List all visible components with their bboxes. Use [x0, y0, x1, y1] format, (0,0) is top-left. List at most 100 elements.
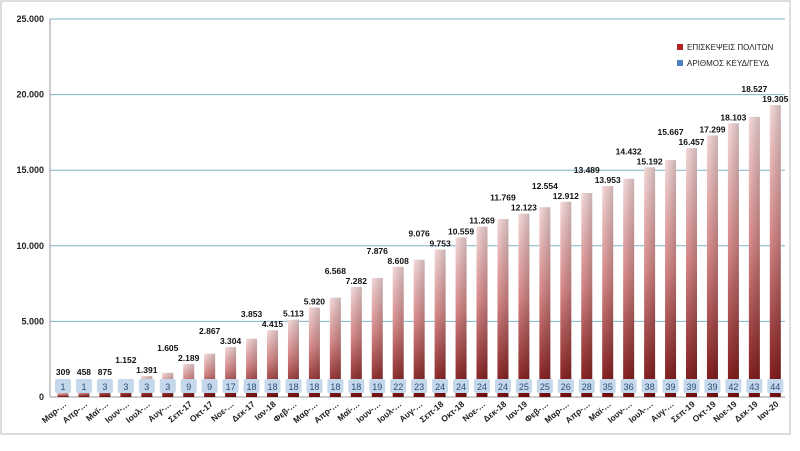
bar-shade [225, 347, 237, 397]
y-tick-label: 0 [39, 392, 44, 402]
bar-count-label-box [599, 379, 616, 393]
data-label-visits: 16.457 [679, 137, 705, 147]
data-label-count: 43 [749, 382, 759, 392]
bar-count-label-box [285, 379, 302, 393]
data-label-visits: 875 [98, 367, 112, 377]
bar-count-label-box [138, 379, 155, 393]
bar-shade [455, 237, 467, 397]
y-tick-label: 15.000 [16, 165, 44, 175]
bar-shade [539, 207, 551, 397]
y-tick-label: 20.000 [16, 90, 44, 100]
bar-shade [57, 392, 69, 397]
bar-shade [581, 193, 593, 397]
bar-count-label-box [348, 379, 365, 393]
data-label-visits: 5.920 [304, 296, 326, 306]
data-label-visits: 15.667 [658, 127, 684, 137]
data-label-visits: 1.391 [136, 365, 158, 375]
data-label-visits: 309 [56, 367, 70, 377]
bar-count-label-box [117, 379, 134, 393]
bar-shade [686, 148, 697, 397]
data-label-count: 25 [519, 382, 529, 392]
data-label-count: 18 [330, 382, 340, 392]
data-label-visits: 7.876 [367, 246, 389, 256]
bar-count-label-box [390, 379, 407, 393]
bar-shade [204, 353, 216, 397]
data-label-count: 9 [207, 382, 212, 392]
data-label-count: 3 [102, 382, 107, 392]
bar-shade [623, 178, 635, 397]
data-label-visits: 9.753 [429, 239, 451, 249]
bar-shade [644, 167, 656, 397]
data-label-count: 39 [707, 382, 717, 392]
bar-count-label-box [662, 379, 679, 393]
bar-shade [78, 390, 90, 397]
bar-count-label-box [432, 379, 449, 393]
bar-count-label-box [201, 379, 218, 393]
bar-shade [434, 249, 446, 397]
bar-count-label-box [683, 379, 700, 393]
bar-shade [748, 116, 760, 397]
bar-count-label-box [704, 379, 721, 393]
data-label-visits: 18.527 [741, 84, 767, 94]
data-label-count: 3 [123, 382, 128, 392]
data-label-count: 28 [582, 382, 592, 392]
bar-shade [497, 219, 509, 397]
bar-shade [518, 213, 530, 397]
data-label-count: 39 [666, 382, 676, 392]
bar-count-label-box [96, 379, 113, 393]
data-label-count: 26 [561, 382, 571, 392]
bar-shade [476, 226, 488, 397]
bar-count-label-box [515, 379, 532, 393]
bar-shade [665, 160, 677, 397]
data-label-visits: 2.189 [178, 353, 200, 363]
data-label-count: 18 [351, 382, 361, 392]
bar-count-label-box [641, 379, 658, 393]
bar-count-label-box [767, 379, 784, 393]
legend-swatch-visits [677, 44, 683, 50]
bar-shade [769, 105, 781, 397]
bar-count-label-box [620, 379, 637, 393]
legend-label-visits: ΕΠΙΣΚΕΨΕΙΣ ΠΟΛΙΤΩΝ [687, 43, 774, 52]
bar-count-label-box [411, 379, 428, 393]
data-label-visits: 10.559 [448, 226, 474, 236]
bar-count-label-box [306, 379, 323, 393]
data-label-visits: 12.554 [532, 181, 558, 191]
data-label-visits: 1.152 [115, 355, 137, 365]
data-label-count: 22 [393, 382, 403, 392]
data-label-count: 23 [414, 382, 424, 392]
data-label-count: 35 [603, 382, 613, 392]
data-label-count: 3 [165, 382, 170, 392]
bar-count-label-box [725, 379, 742, 393]
data-label-count: 18 [288, 382, 298, 392]
data-label-visits: 7.282 [346, 276, 368, 286]
bar-shade [287, 319, 299, 397]
bar-count-label-box [159, 379, 176, 393]
bar-count-label-box [75, 379, 92, 393]
data-label-count: 18 [267, 382, 277, 392]
data-label-count: 25 [540, 382, 550, 392]
data-label-count: 36 [624, 382, 634, 392]
bar-shade [413, 259, 425, 397]
data-label-count: 9 [186, 382, 191, 392]
data-label-count: 1 [60, 382, 65, 392]
y-tick-label: 25.000 [16, 14, 44, 24]
data-label-visits: 11.269 [469, 216, 495, 226]
data-label-visits: 17.299 [699, 124, 725, 134]
bar-count-label-box [222, 379, 239, 393]
data-label-visits: 3.853 [241, 309, 263, 319]
bar-count-label-box [55, 379, 71, 393]
bar-count-label-box [474, 379, 490, 393]
bar-shade [560, 201, 572, 397]
data-label-visits: 4.415 [262, 319, 284, 329]
bar-count-label-box [578, 379, 595, 393]
legend-label-count: ΑΡΙΘΜΟΣ ΚΕΥΔ/ΓΕΥΔ [687, 59, 770, 68]
data-label-count: 24 [435, 382, 445, 392]
y-tick-label: 5.000 [21, 316, 44, 326]
data-label-count: 19 [372, 382, 382, 392]
bar-count-label-box [180, 379, 197, 393]
data-label-count: 42 [728, 382, 738, 392]
data-label-count: 38 [645, 382, 655, 392]
bar-count-label-box [494, 379, 511, 393]
bar-shade [329, 297, 341, 397]
